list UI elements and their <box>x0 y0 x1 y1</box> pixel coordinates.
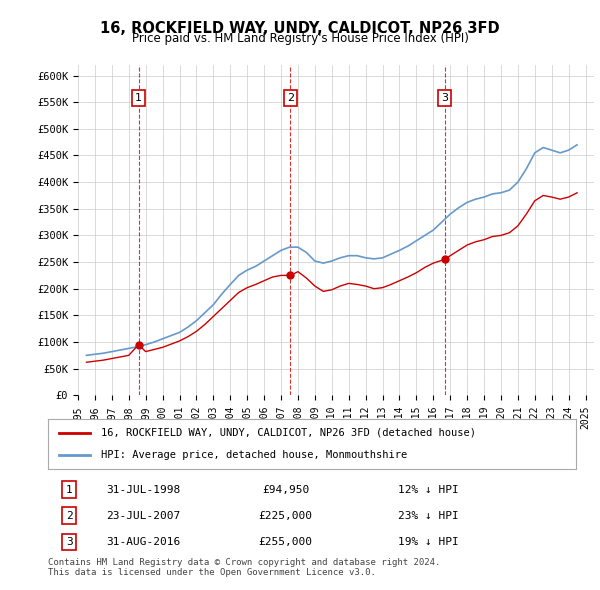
Text: 23-JUL-2007: 23-JUL-2007 <box>106 511 180 521</box>
Text: £94,950: £94,950 <box>262 484 309 494</box>
Text: £255,000: £255,000 <box>259 537 313 547</box>
Text: 2: 2 <box>66 511 73 521</box>
Text: 16, ROCKFIELD WAY, UNDY, CALDICOT, NP26 3FD: 16, ROCKFIELD WAY, UNDY, CALDICOT, NP26 … <box>100 21 500 35</box>
Text: Contains HM Land Registry data © Crown copyright and database right 2024.
This d: Contains HM Land Registry data © Crown c… <box>48 558 440 577</box>
Text: 12% ↓ HPI: 12% ↓ HPI <box>398 484 458 494</box>
Text: 3: 3 <box>441 93 448 103</box>
Text: £225,000: £225,000 <box>259 511 313 521</box>
Text: 23% ↓ HPI: 23% ↓ HPI <box>398 511 458 521</box>
Text: 2: 2 <box>287 93 294 103</box>
Text: 1: 1 <box>135 93 142 103</box>
Text: HPI: Average price, detached house, Monmouthshire: HPI: Average price, detached house, Monm… <box>101 450 407 460</box>
Text: 1: 1 <box>66 484 73 494</box>
Text: 3: 3 <box>66 537 73 547</box>
Text: 31-AUG-2016: 31-AUG-2016 <box>106 537 180 547</box>
Text: 16, ROCKFIELD WAY, UNDY, CALDICOT, NP26 3FD (detached house): 16, ROCKFIELD WAY, UNDY, CALDICOT, NP26 … <box>101 428 476 438</box>
Text: Price paid vs. HM Land Registry's House Price Index (HPI): Price paid vs. HM Land Registry's House … <box>131 32 469 45</box>
Text: 19% ↓ HPI: 19% ↓ HPI <box>398 537 458 547</box>
Text: 31-JUL-1998: 31-JUL-1998 <box>106 484 180 494</box>
